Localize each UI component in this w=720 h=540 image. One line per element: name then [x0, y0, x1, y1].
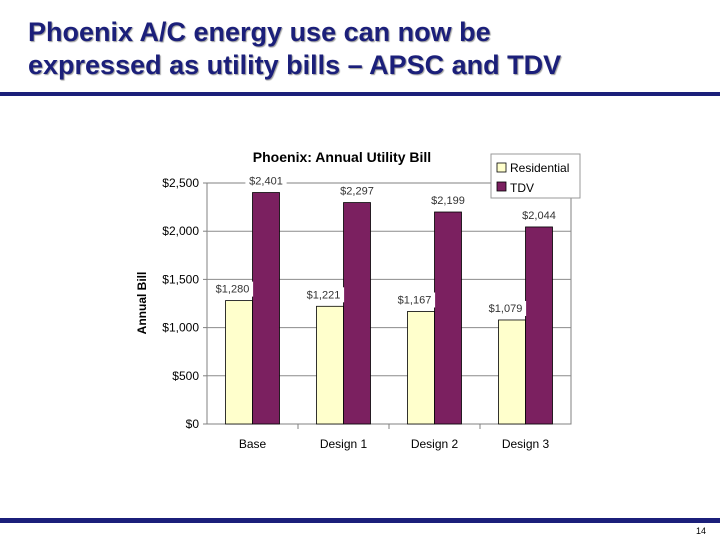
title-divider — [0, 92, 720, 96]
legend-label-tdv: TDV — [510, 181, 534, 195]
annual-utility-bill-chart: $1,280 $2,401 $1,221 $2,297 $1,167 $2,199 $1,0… — [135, 149, 581, 451]
bars — [225, 192, 553, 425]
x-tick-label: Design 1 — [320, 437, 368, 451]
legend: Residential TDV — [490, 153, 581, 199]
data-label-background — [518, 207, 560, 223]
legend-label-residential: Residential — [510, 161, 569, 175]
data-label-residential: $1,079 — [489, 303, 523, 315]
data-label-tdv: $2,297 — [340, 186, 374, 198]
x-tick-label: Design 3 — [502, 437, 550, 451]
y-tick-label: $1,500 — [162, 272, 199, 286]
y-tick-label: $0 — [186, 417, 200, 431]
bar-residential — [225, 300, 253, 425]
data-label-background — [245, 173, 287, 189]
slide-title: Phoenix A/C energy use can now be expres… — [28, 16, 708, 82]
data-label-residential: $1,221 — [307, 289, 341, 301]
data-label-tdv: $2,199 — [431, 195, 465, 207]
legend-swatch-tdv — [496, 181, 507, 192]
bar-tdv — [252, 192, 280, 425]
y-tick-label: $2,000 — [162, 224, 199, 238]
bar-tdv — [343, 202, 371, 425]
chart-title: Phoenix: Annual Utility Bill — [253, 149, 431, 165]
data-labels: $1,280 $2,401 $1,221 $2,297 $1,167 $2,199 $1,0… — [211, 173, 560, 316]
legend-swatch-residential — [496, 162, 507, 173]
bar-tdv — [525, 226, 553, 425]
data-label-tdv: $2,044 — [522, 210, 556, 222]
data-label-tdv: $2,401 — [249, 176, 283, 188]
slide-title-line-2: expressed as utility bills – APSC and TD… — [28, 50, 562, 80]
data-label-residential: $1,167 — [398, 295, 432, 307]
x-tick-label: Base — [239, 437, 267, 451]
data-label-background — [302, 287, 345, 303]
data-label-background — [427, 193, 469, 209]
bar-residential — [316, 305, 344, 425]
y-axis-title: Annual Bill — [135, 272, 149, 335]
slide-title-line-1: Phoenix A/C energy use can now be — [28, 17, 491, 47]
footer-divider — [0, 518, 720, 523]
bar-tdv — [434, 211, 462, 425]
axes: $0 $500 $1,000 $1,500 $2,000 $2,500 Base Design… — [162, 176, 549, 451]
y-tick-label: $500 — [172, 369, 199, 383]
page-number: 14 — [695, 526, 706, 536]
x-tick-label: Design 2 — [411, 437, 459, 451]
data-label-residential: $1,280 — [216, 284, 250, 296]
y-tick-label: $2,500 — [162, 176, 199, 190]
bar-residential — [498, 319, 526, 425]
data-label-background — [336, 183, 378, 199]
data-label-background — [484, 300, 527, 316]
bar-residential — [407, 311, 435, 425]
data-label-background — [393, 292, 436, 308]
data-label-background — [211, 281, 254, 297]
y-tick-label: $1,000 — [162, 321, 199, 335]
